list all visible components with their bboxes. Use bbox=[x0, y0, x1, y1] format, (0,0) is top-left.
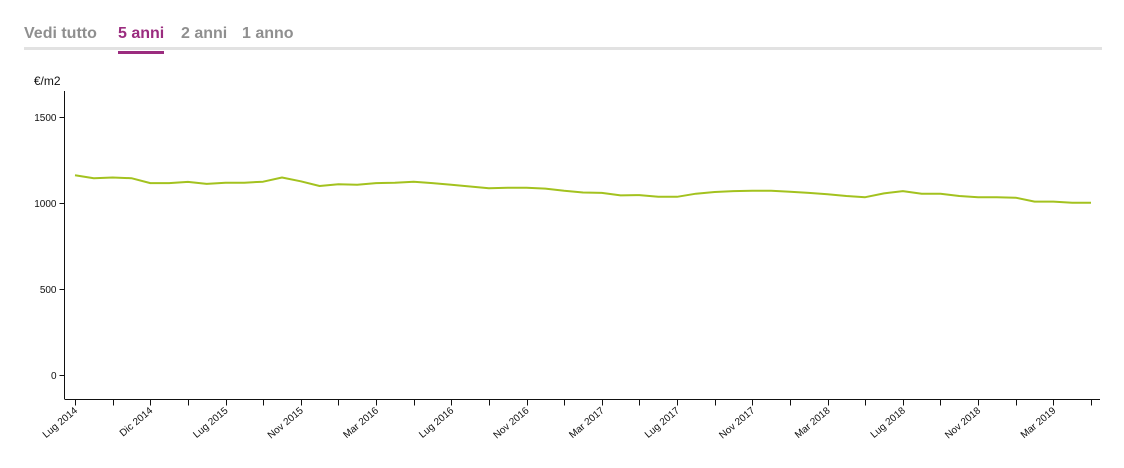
x-tick-label: Lug 2014 bbox=[41, 405, 80, 441]
x-tick-label: Nov 2018 bbox=[943, 405, 983, 441]
period-tabs: Vedi tutto 5 anni 2 anni 1 anno bbox=[24, 14, 1102, 54]
x-tick-label: Nov 2017 bbox=[717, 405, 757, 441]
x-tick-label: Lug 2018 bbox=[869, 405, 908, 441]
x-tick-label: Lug 2017 bbox=[643, 405, 682, 441]
tab-2-anni[interactable]: 2 anni bbox=[181, 25, 228, 42]
y-tick-label: 1500 bbox=[34, 113, 57, 124]
x-tick-label: Mar 2016 bbox=[342, 405, 382, 441]
x-tick-label: Lug 2015 bbox=[191, 405, 230, 441]
x-tick-label: Nov 2015 bbox=[266, 405, 306, 441]
series-line bbox=[74, 174, 1091, 204]
x-axis: Lug 2014 Dic 2014 Lug 2015 Nov 2015 Mar 2016… bbox=[41, 399, 1100, 441]
y-tick-label: 0 bbox=[51, 371, 57, 382]
y-axis: €/m2 0 500 1000 1500 bbox=[34, 74, 65, 399]
x-tick-label: Lug 2016 bbox=[417, 405, 456, 441]
tab-vedi-tutto[interactable]: Vedi tutto bbox=[24, 25, 97, 42]
x-tick-label: Mar 2019 bbox=[1019, 405, 1059, 441]
tabs-underline bbox=[24, 47, 1102, 50]
y-axis-unit-label: €/m2 bbox=[34, 74, 61, 88]
y-tick-label: 1000 bbox=[34, 199, 57, 210]
x-tick-label: Mar 2018 bbox=[793, 405, 833, 441]
series-layer bbox=[74, 174, 1092, 204]
x-tick-label: Dic 2014 bbox=[118, 405, 156, 439]
y-tick-label: 500 bbox=[40, 285, 57, 296]
tab-5-anni[interactable]: 5 anni bbox=[118, 24, 165, 54]
x-tick-label: Mar 2017 bbox=[567, 405, 607, 441]
x-tick-label: Nov 2016 bbox=[492, 405, 532, 441]
tab-1-anno[interactable]: 1 anno bbox=[242, 25, 294, 42]
